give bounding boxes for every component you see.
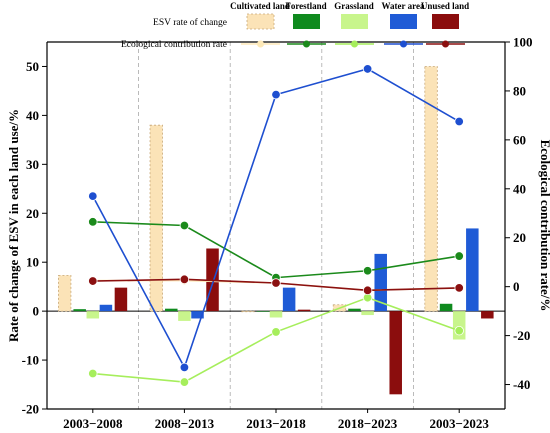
bar-3-4 [466, 228, 479, 312]
line-group [88, 64, 464, 387]
bar-group [58, 66, 494, 395]
line-point-2-2 [271, 327, 281, 337]
legend-category-label: Grassland [334, 1, 374, 11]
line-point-4-4 [454, 283, 464, 293]
legend-marker-4 [442, 40, 449, 48]
bar-0-2 [241, 310, 255, 313]
bar-3-1 [191, 311, 204, 319]
left-tick-label: 0 [33, 304, 40, 319]
line-point-1-1 [179, 220, 190, 231]
line-point-1-3 [362, 266, 373, 276]
x-category-label: 2003−2008 [63, 416, 123, 431]
right-tick-label: 80 [513, 83, 526, 98]
bar-2-3 [361, 311, 374, 316]
left-tick-label: 50 [26, 59, 39, 74]
line-point-3-3 [362, 64, 373, 74]
line-point-3-2 [271, 89, 281, 100]
legend-category-label: Forestland [285, 1, 326, 11]
left-tick-label: 40 [26, 108, 39, 123]
legend-marker-1 [303, 40, 310, 48]
line-point-3-4 [454, 116, 464, 127]
bar-4-0 [114, 287, 128, 312]
legend-bar-swatch-3 [390, 14, 417, 29]
x-category-label: 2003−2023 [429, 416, 489, 431]
legend-bar-swatch-2 [341, 14, 368, 29]
line-series-3 [92, 68, 460, 370]
bar-0-0 [58, 275, 72, 312]
bar-0-4 [424, 66, 438, 312]
line-point-2-1 [179, 377, 190, 387]
right-axis-title: Ecological contribution rate/% [538, 140, 550, 312]
right-tick-label: 0 [513, 279, 520, 294]
line-point-4-2 [271, 278, 281, 288]
line-point-4-3 [362, 285, 373, 296]
tick-labels: -20 -10 0 10 20 30 40 50 -40 -20 0 20 40 60 80 100 2003−… [6, 35, 550, 432]
legend-category-label: Cultivated land [230, 1, 290, 11]
x-category-label: 2018−2023 [338, 416, 398, 431]
right-tick-label: -40 [513, 377, 530, 392]
left-tick-label: 10 [26, 255, 39, 270]
legend-bar-swatch-0 [246, 13, 275, 30]
bar-1-0 [73, 309, 86, 312]
bar-3-2 [282, 287, 296, 312]
left-tick-label: 20 [26, 206, 39, 221]
bar-4-3 [389, 311, 402, 395]
right-tick-label: 40 [513, 181, 526, 196]
legend-category-label: Unused land [421, 1, 469, 11]
left-axis-title: Rate of change of ESV in each land use/% [6, 109, 21, 342]
legend-marker-3 [400, 40, 407, 48]
bar-3-0 [99, 304, 113, 312]
bar-4-2 [297, 309, 311, 312]
line-point-1-4 [454, 251, 464, 261]
line-series-1 [92, 221, 460, 279]
bar-2-2 [269, 311, 283, 318]
line-point-1-0 [88, 217, 98, 227]
bar-0-1 [149, 124, 163, 312]
legend-bar-swatch-4 [432, 14, 459, 29]
bar-2-1 [178, 311, 191, 321]
line-point-4-1 [179, 274, 190, 285]
bar-4-4 [481, 311, 494, 319]
right-tick-label: 100 [513, 35, 533, 50]
line-point-3-1 [179, 362, 190, 373]
axes [42, 41, 510, 413]
left-tick-label: -20 [22, 402, 39, 417]
line-point-2-0 [88, 368, 98, 379]
legend-line-series-name: Ecological contribution rate [121, 40, 227, 50]
line-point-2-4 [454, 326, 464, 336]
legend-bar-swatch-1 [293, 14, 320, 29]
bar-2-0 [86, 311, 100, 319]
left-tick-label: -10 [22, 353, 39, 368]
right-tick-label: -20 [513, 328, 530, 343]
line-series-2 [92, 296, 460, 383]
line-point-4-0 [88, 276, 98, 286]
bar-1-2 [256, 311, 270, 312]
legend-bar-series-name: ESV rate of change [153, 17, 227, 28]
right-tick-label: 60 [513, 132, 526, 147]
x-category-label: 2008−2013 [155, 416, 215, 431]
legend-marker-2 [351, 40, 358, 48]
legend-marker-0 [257, 40, 264, 48]
bar-1-1 [165, 308, 178, 312]
bar-1-4 [439, 303, 453, 312]
x-category-label: 2013−2018 [246, 416, 306, 431]
bar-1-3 [348, 308, 361, 312]
legend-category-label: Water area [382, 1, 425, 11]
line-point-3-0 [88, 191, 98, 201]
right-tick-label: 20 [513, 230, 526, 245]
left-tick-label: 30 [26, 157, 39, 172]
